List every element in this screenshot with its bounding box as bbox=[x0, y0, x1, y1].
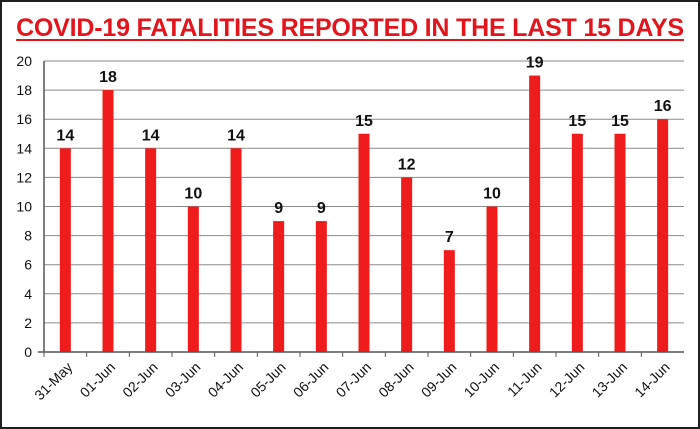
bar bbox=[443, 250, 455, 352]
x-tick-label: 10-Jun bbox=[461, 359, 503, 401]
x-tick-label: 08-Jun bbox=[375, 359, 417, 401]
bar bbox=[401, 177, 413, 352]
data-label: 18 bbox=[99, 69, 117, 86]
bar bbox=[529, 75, 541, 353]
data-label: 15 bbox=[611, 113, 629, 130]
bar bbox=[59, 148, 71, 352]
bar bbox=[571, 133, 583, 352]
y-tick-label: 6 bbox=[24, 257, 32, 273]
chart-title: COVID-19 FATALITIES REPORTED IN THE LAST… bbox=[16, 14, 684, 42]
data-label: 7 bbox=[445, 229, 454, 246]
y-tick-label: 20 bbox=[16, 53, 32, 69]
data-label: 12 bbox=[398, 156, 416, 173]
x-tick-label: 11-Jun bbox=[504, 359, 545, 400]
bar bbox=[315, 221, 327, 352]
x-tick-label: 09-Jun bbox=[418, 359, 460, 401]
data-label: 14 bbox=[142, 127, 160, 144]
y-tick-label: 0 bbox=[24, 344, 32, 360]
y-tick-label: 14 bbox=[16, 140, 32, 156]
y-tick-label: 2 bbox=[24, 315, 32, 331]
data-label: 14 bbox=[227, 127, 245, 144]
x-tick-label: 13-Jun bbox=[589, 359, 631, 401]
bar bbox=[273, 221, 285, 352]
bar bbox=[657, 119, 669, 352]
x-tick-label: 02-Jun bbox=[119, 359, 161, 401]
bar bbox=[187, 206, 199, 352]
bar bbox=[102, 90, 114, 352]
x-tick-label: 07-Jun bbox=[333, 359, 375, 401]
y-tick-label: 8 bbox=[24, 228, 32, 244]
y-tick-label: 18 bbox=[16, 82, 32, 98]
x-tick-label: 12-Jun bbox=[546, 359, 588, 401]
bar bbox=[145, 148, 157, 352]
x-tick-label: 06-Jun bbox=[290, 359, 332, 401]
data-label: 14 bbox=[56, 127, 74, 144]
x-tick-label: 05-Jun bbox=[247, 359, 289, 401]
y-tick-label: 10 bbox=[16, 199, 32, 215]
x-tick-label: 04-Jun bbox=[205, 359, 247, 401]
bar bbox=[614, 133, 626, 352]
x-tick-label: 01-Jun bbox=[77, 359, 119, 401]
x-tick-label: 31-May bbox=[31, 359, 75, 403]
data-label: 15 bbox=[568, 113, 586, 130]
data-label: 9 bbox=[274, 200, 283, 217]
bar bbox=[486, 206, 498, 352]
y-tick-label: 16 bbox=[16, 111, 32, 127]
data-label: 9 bbox=[317, 200, 326, 217]
data-label: 10 bbox=[184, 186, 202, 203]
x-tick-label: 03-Jun bbox=[162, 359, 204, 401]
data-label: 16 bbox=[654, 98, 672, 115]
data-label: 10 bbox=[483, 186, 501, 203]
x-tick-label: 14-Jun bbox=[631, 359, 673, 401]
bar bbox=[230, 148, 242, 352]
bar bbox=[358, 133, 370, 352]
data-label: 19 bbox=[526, 55, 544, 72]
data-label: 15 bbox=[355, 113, 373, 130]
y-tick-label: 4 bbox=[24, 286, 32, 302]
y-tick-label: 12 bbox=[16, 169, 32, 185]
